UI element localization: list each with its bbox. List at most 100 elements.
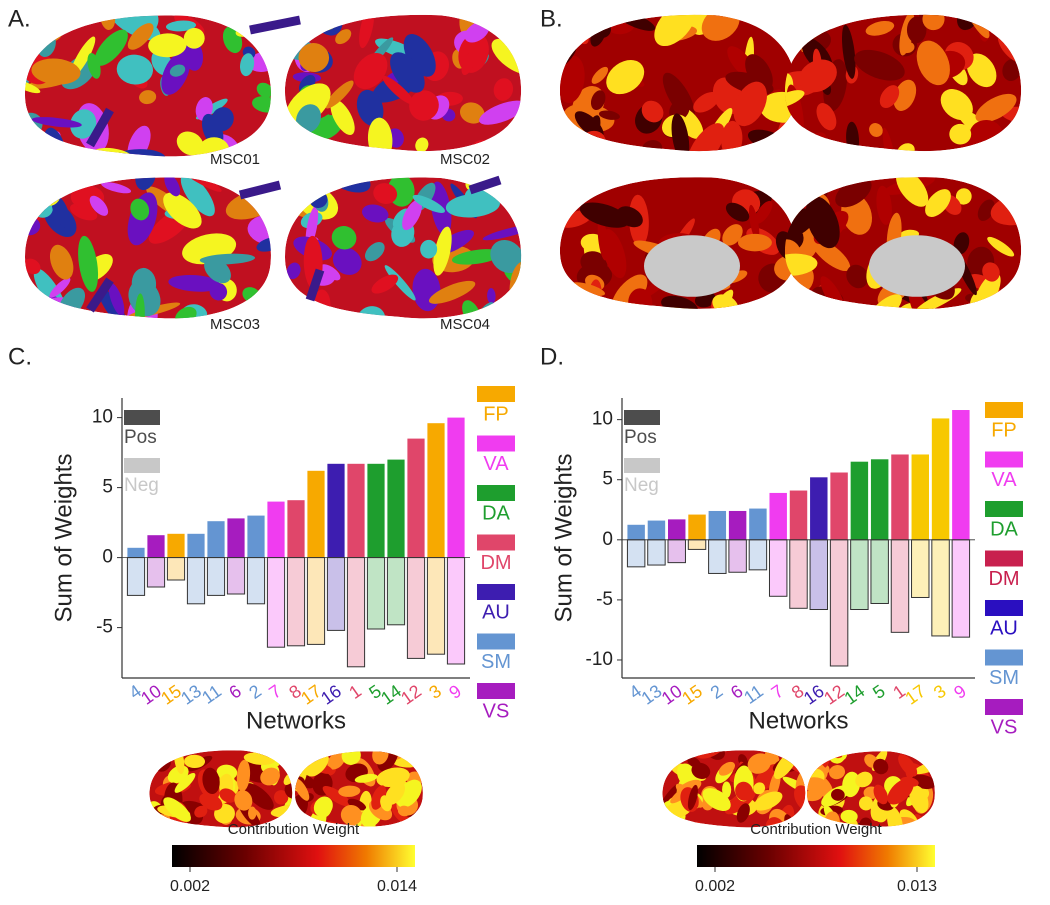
- brain-patch: [163, 797, 191, 822]
- x-tick-label: 7: [265, 681, 285, 703]
- brain-patch: [841, 24, 856, 79]
- brain-patch: [354, 773, 378, 783]
- network-label: AU: [482, 601, 510, 623]
- x-tick-label: 11: [198, 681, 225, 708]
- brain-patch: [490, 240, 522, 274]
- bar: [952, 410, 970, 540]
- brain-patch: [887, 806, 903, 827]
- y-tick-label: 5: [602, 469, 613, 490]
- bar: [327, 463, 345, 558]
- brain-patch: [298, 43, 330, 73]
- network-swatch: [985, 699, 1023, 715]
- brain-patch: [854, 49, 905, 81]
- brain-patch: [737, 233, 772, 252]
- y-tick-label: 5: [102, 477, 113, 498]
- y-tick-label: -5: [596, 589, 613, 610]
- panel-label: D.: [540, 343, 564, 370]
- bar: [386, 557, 406, 626]
- bar: [708, 510, 727, 540]
- brain-patch: [887, 778, 914, 805]
- colorbar-title: Contribution Weight: [750, 821, 882, 838]
- brain-patch: [211, 107, 234, 132]
- brain-patch: [982, 262, 1000, 282]
- network-label: VS: [991, 716, 1018, 738]
- network-swatch: [477, 584, 515, 600]
- brain-patch: [654, 14, 696, 47]
- brain: [285, 14, 522, 152]
- bar: [426, 557, 446, 655]
- brain-patch: [487, 288, 496, 304]
- brain-patch: [785, 253, 818, 276]
- x-tick-label: 17: [901, 681, 929, 709]
- brain-patch: [722, 781, 732, 798]
- brain-patch: [373, 183, 398, 204]
- brain-patch: [807, 751, 825, 766]
- y-tick-label: 0: [102, 547, 113, 568]
- brain: [25, 15, 271, 157]
- brain-patch: [591, 66, 609, 84]
- y-tick-label: 0: [602, 529, 613, 550]
- brain-patch: [754, 200, 773, 224]
- brain-patch: [197, 137, 230, 157]
- brain-patch: [248, 806, 257, 820]
- brain-patch: [987, 236, 1015, 257]
- brain-patch: [248, 51, 271, 72]
- bar: [870, 459, 889, 540]
- brain-patch: [925, 189, 951, 217]
- brain-patch: [347, 798, 367, 811]
- bar: [647, 520, 666, 540]
- brain-patch: [831, 788, 845, 801]
- brain-patch: [361, 204, 389, 223]
- brain-patch: [858, 796, 874, 811]
- bar: [931, 418, 950, 540]
- brain-patch: [335, 29, 352, 45]
- brain-patch: [101, 182, 132, 194]
- brain-patch: [794, 785, 806, 813]
- bar: [447, 417, 465, 558]
- brain-patch: [376, 767, 410, 787]
- brain-patch: [955, 188, 972, 205]
- brain-patch: [209, 282, 228, 301]
- x-axis-title: Networks: [748, 707, 848, 734]
- brain-patch: [252, 96, 271, 113]
- brain-patch: [202, 767, 220, 795]
- legend-label: Pos: [124, 427, 157, 448]
- brain-patch: [165, 20, 197, 32]
- brain-patch: [735, 781, 753, 801]
- brain-patch: [148, 33, 187, 58]
- x-tick-label: 7: [768, 681, 788, 703]
- brain-patch: [194, 805, 208, 818]
- network-label: VA: [991, 469, 1017, 491]
- brain-patch: [286, 262, 301, 280]
- brain-patch: [898, 754, 918, 777]
- bar: [387, 459, 405, 558]
- brain-patch: [183, 27, 205, 49]
- brain-patch: [691, 762, 711, 779]
- network-swatch: [477, 683, 515, 699]
- bar: [246, 557, 266, 605]
- brain-patch: [687, 123, 725, 152]
- brain: [285, 177, 522, 319]
- x-tick-label: 16: [317, 681, 345, 709]
- network-label: DA: [482, 502, 510, 524]
- network-label: VS: [483, 700, 510, 722]
- brain-patch: [262, 194, 271, 210]
- brain-patch: [493, 78, 514, 101]
- bar: [286, 557, 306, 647]
- brain-patch: [31, 117, 82, 128]
- network-swatch: [477, 386, 515, 402]
- brain-patch: [821, 14, 835, 26]
- brain-patch: [332, 247, 362, 275]
- brain-patch: [372, 751, 389, 765]
- bar: [126, 557, 146, 596]
- legend-label: Pos: [624, 427, 657, 448]
- brain-patch: [747, 753, 771, 774]
- brain-patch: [953, 232, 970, 255]
- brain-patch: [420, 239, 438, 259]
- brain-patch: [873, 758, 889, 775]
- brain-patch: [812, 14, 831, 34]
- brain-patch: [701, 14, 740, 41]
- brain-patch: [733, 81, 767, 127]
- brain-patch: [893, 79, 917, 111]
- y-tick-label: 10: [592, 409, 613, 430]
